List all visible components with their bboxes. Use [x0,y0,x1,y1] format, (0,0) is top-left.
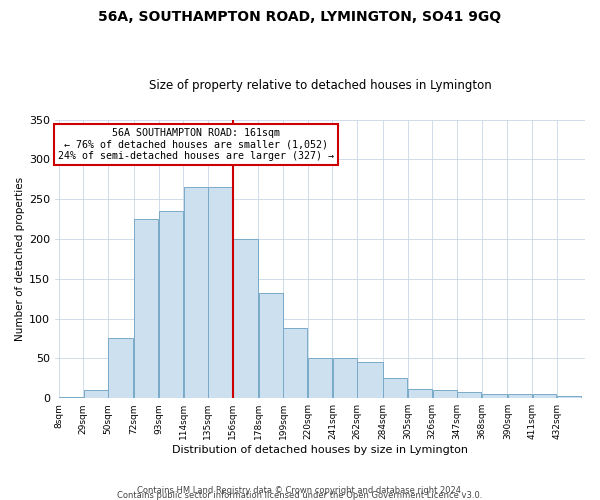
Title: Size of property relative to detached houses in Lymington: Size of property relative to detached ho… [149,79,491,92]
Y-axis label: Number of detached properties: Number of detached properties [15,177,25,341]
Bar [109,338,133,398]
Bar [308,358,332,398]
Bar [557,396,581,398]
Bar [59,396,83,398]
Text: 56A, SOUTHAMPTON ROAD, LYMINGTON, SO41 9GQ: 56A, SOUTHAMPTON ROAD, LYMINGTON, SO41 9… [98,10,502,24]
Bar [84,390,107,398]
Text: Contains HM Land Registry data © Crown copyright and database right 2024.: Contains HM Land Registry data © Crown c… [137,486,463,495]
Bar [159,211,183,398]
Text: 56A SOUTHAMPTON ROAD: 161sqm
← 76% of detached houses are smaller (1,052)
24% of: 56A SOUTHAMPTON ROAD: 161sqm ← 76% of de… [58,128,334,161]
Bar [208,187,232,398]
Bar [533,394,556,398]
Bar [134,219,158,398]
Bar [457,392,481,398]
Bar [408,388,432,398]
Bar [482,394,507,398]
Bar [184,187,208,398]
Bar [508,394,532,398]
Bar [233,239,258,398]
X-axis label: Distribution of detached houses by size in Lymington: Distribution of detached houses by size … [172,445,468,455]
Bar [383,378,407,398]
Bar [433,390,457,398]
Bar [358,362,383,398]
Bar [259,293,283,398]
Bar [333,358,357,398]
Text: Contains public sector information licensed under the Open Government Licence v3: Contains public sector information licen… [118,490,482,500]
Bar [283,328,307,398]
